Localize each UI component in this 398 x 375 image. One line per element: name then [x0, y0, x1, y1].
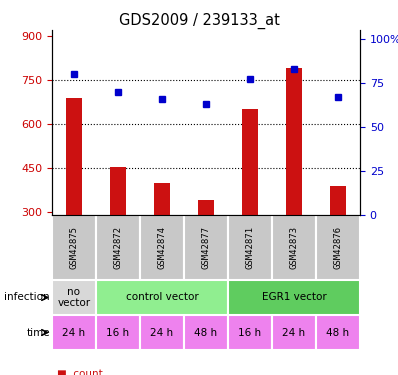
- Text: no
vector: no vector: [57, 287, 91, 308]
- Bar: [184, 315, 228, 350]
- Bar: [198, 200, 214, 215]
- Text: 24 h: 24 h: [62, 327, 86, 338]
- Text: EGR1 vector: EGR1 vector: [261, 292, 326, 303]
- Bar: [110, 166, 126, 215]
- Bar: [96, 280, 228, 315]
- Text: 24 h: 24 h: [283, 327, 306, 338]
- Text: 16 h: 16 h: [238, 327, 261, 338]
- Text: GSM42871: GSM42871: [246, 226, 254, 269]
- Text: infection: infection: [4, 292, 50, 303]
- Text: ■  count: ■ count: [57, 369, 103, 375]
- Text: 24 h: 24 h: [150, 327, 174, 338]
- Bar: [272, 315, 316, 350]
- Bar: [96, 215, 140, 280]
- Text: GSM42873: GSM42873: [289, 226, 298, 269]
- Text: GSM42872: GSM42872: [113, 226, 123, 269]
- Bar: [184, 215, 228, 280]
- Text: 48 h: 48 h: [195, 327, 218, 338]
- Text: GSM42875: GSM42875: [70, 226, 78, 269]
- Bar: [66, 98, 82, 215]
- Bar: [272, 215, 316, 280]
- Text: GSM42874: GSM42874: [158, 226, 166, 269]
- Bar: [96, 315, 140, 350]
- Text: time: time: [26, 327, 50, 338]
- Bar: [228, 315, 272, 350]
- Text: GDS2009 / 239133_at: GDS2009 / 239133_at: [119, 13, 279, 29]
- Bar: [330, 186, 346, 215]
- Text: GSM42877: GSM42877: [201, 226, 211, 269]
- Text: control vector: control vector: [126, 292, 198, 303]
- Text: GSM42876: GSM42876: [334, 226, 343, 269]
- Bar: [316, 215, 360, 280]
- Bar: [242, 109, 258, 215]
- Bar: [228, 280, 360, 315]
- Bar: [52, 215, 96, 280]
- Bar: [140, 315, 184, 350]
- Bar: [52, 280, 96, 315]
- Bar: [52, 315, 96, 350]
- Bar: [286, 68, 302, 215]
- Text: 48 h: 48 h: [326, 327, 349, 338]
- Bar: [154, 183, 170, 215]
- Bar: [228, 215, 272, 280]
- Bar: [316, 315, 360, 350]
- Bar: [140, 215, 184, 280]
- Text: 16 h: 16 h: [106, 327, 130, 338]
